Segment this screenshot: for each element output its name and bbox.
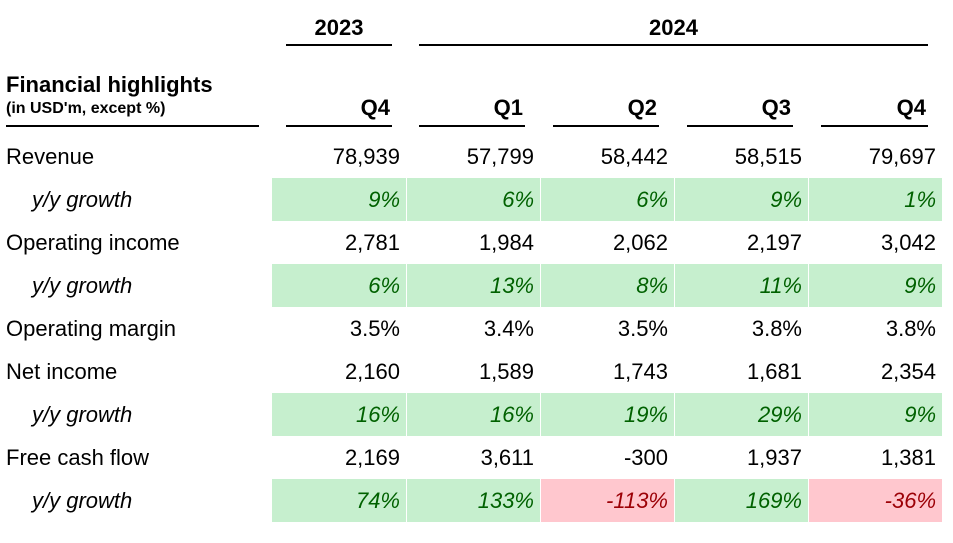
- table-cell: 79,697: [868, 144, 936, 169]
- quarter-underline-5: [821, 125, 928, 127]
- table-cell: 169%: [674, 479, 808, 522]
- row-label: Revenue: [6, 144, 95, 169]
- table-cell: 9%: [674, 178, 808, 221]
- row-label: Net income: [6, 359, 118, 384]
- table-cell: 2,062: [612, 230, 668, 255]
- table-cell: 58,515: [734, 144, 802, 169]
- row-label: y/y growth: [32, 402, 133, 427]
- table-subtitle: (in USD'm, except %): [6, 100, 166, 117]
- table-cell: 8%: [540, 264, 674, 307]
- table-cell: 1,937: [746, 445, 802, 470]
- table-title: Financial highlights: [6, 72, 213, 97]
- year-header-2024: 2024: [649, 15, 698, 40]
- table-cell: 2,781: [344, 230, 400, 255]
- table-cell: 74%: [272, 479, 406, 522]
- table-cell: 9%: [808, 393, 942, 436]
- table-cell: 3.5%: [349, 316, 400, 341]
- quarter-header-2: Q1: [493, 95, 523, 120]
- row-label: Operating margin: [6, 316, 176, 341]
- table-cell: 1,381: [880, 445, 936, 470]
- table-cell: 3.5%: [617, 316, 668, 341]
- table-cell: -113%: [540, 479, 674, 522]
- table-cell: 2,169: [344, 445, 400, 470]
- year-underline-2023: [286, 44, 392, 46]
- row-label: y/y growth: [32, 488, 133, 513]
- table-cell: 1%: [808, 178, 942, 221]
- table-cell: 2,197: [746, 230, 802, 255]
- quarter-underline-4: [687, 125, 793, 127]
- quarter-underline-1: [286, 125, 392, 127]
- table-cell: 58,442: [600, 144, 668, 169]
- table-cell: 6%: [272, 264, 406, 307]
- table-cell: 13%: [406, 264, 540, 307]
- table-cell: 11%: [674, 264, 808, 307]
- title-underline: [6, 125, 259, 127]
- table-cell: 9%: [808, 264, 942, 307]
- table-cell: -300: [623, 445, 668, 470]
- table-cell: 3.4%: [483, 316, 534, 341]
- row-label: y/y growth: [32, 187, 133, 212]
- table-cell: 3,611: [480, 445, 534, 470]
- table-cell: 1,743: [612, 359, 668, 384]
- year-underline-2024: [419, 44, 928, 46]
- table-cell: 6%: [406, 178, 540, 221]
- quarter-header-1: Q4: [360, 95, 390, 120]
- row-label: y/y growth: [32, 273, 133, 298]
- table-cell: 6%: [540, 178, 674, 221]
- quarter-underline-3: [553, 125, 659, 127]
- table-cell: -36%: [808, 479, 942, 522]
- row-label: Operating income: [6, 230, 180, 255]
- table-cell: 3,042: [880, 230, 936, 255]
- quarter-header-5: Q4: [896, 95, 926, 120]
- table-cell: 19%: [540, 393, 674, 436]
- table-cell: 1,589: [478, 359, 534, 384]
- table-cell: 2,354: [880, 359, 936, 384]
- table-cell: 78,939: [332, 144, 400, 169]
- table-cell: 16%: [272, 393, 406, 436]
- table-cell: 3.8%: [751, 316, 802, 341]
- table-cell: 29%: [674, 393, 808, 436]
- row-label: Free cash flow: [6, 445, 150, 470]
- table-cell: 3.8%: [885, 316, 936, 341]
- table-cell: 1,681: [746, 359, 802, 384]
- table-cell: 57,799: [466, 144, 534, 169]
- table-cell: 9%: [272, 178, 406, 221]
- table-cell: 133%: [406, 479, 540, 522]
- table-cell: 2,160: [344, 359, 400, 384]
- quarter-header-4: Q3: [761, 95, 791, 120]
- quarter-underline-2: [419, 125, 525, 127]
- year-header-2023: 2023: [314, 15, 364, 40]
- table-cell: 1,984: [478, 230, 534, 255]
- table-cell: 16%: [406, 393, 540, 436]
- quarter-header-3: Q2: [627, 95, 657, 120]
